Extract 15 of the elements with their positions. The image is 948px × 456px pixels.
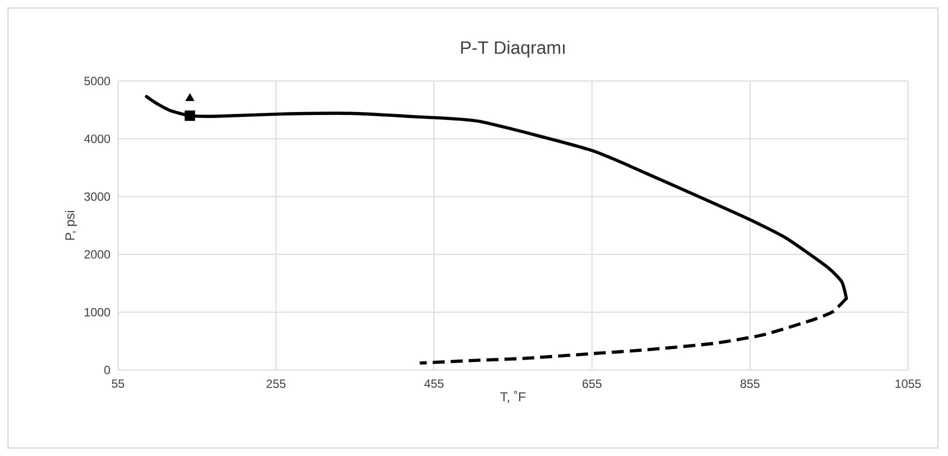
y-tick-label: 0: [104, 366, 110, 374]
y-tick-label: 1000: [84, 308, 110, 316]
x-tick-label: 55: [112, 380, 124, 388]
y-axis-title: P, psi: [64, 211, 78, 240]
x-tick-label: 255: [266, 380, 286, 388]
x-tick-label: 655: [582, 380, 602, 388]
chart-title: P-T Diaqramı: [461, 40, 565, 58]
y-tick-label: 4000: [84, 134, 110, 144]
x-tick-label: 855: [740, 380, 760, 388]
y-tick-label: 3000: [84, 192, 110, 201]
x-tick-label: 1055: [896, 380, 921, 388]
y-tick-label: 5000: [84, 76, 110, 86]
x-axis-title: T, ˚F: [500, 390, 526, 403]
y-tick-label: 2000: [84, 250, 110, 259]
x-tick-label: 455: [424, 380, 444, 388]
